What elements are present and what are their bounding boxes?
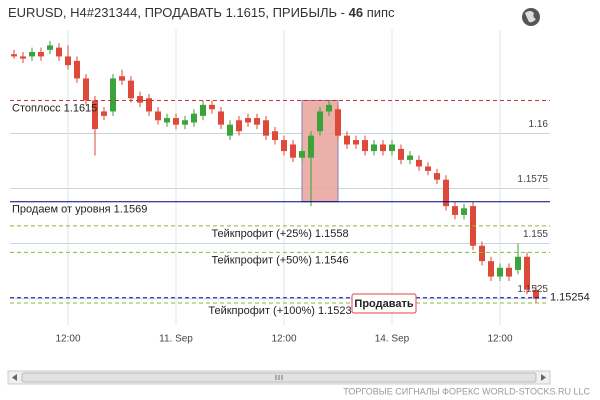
candle-body [119, 76, 125, 81]
candle-body [263, 120, 269, 136]
globe-icon[interactable] [522, 8, 540, 26]
candle-body [11, 54, 17, 57]
candle-body [308, 135, 314, 158]
candle-body [506, 267, 512, 277]
candle-body [191, 113, 197, 123]
candle-body [299, 151, 305, 158]
candle-body [101, 111, 107, 116]
candle-body [407, 155, 413, 160]
scrollbar[interactable] [7, 370, 551, 385]
candle-body [92, 100, 98, 130]
candle-body [371, 144, 377, 152]
candle-body [398, 148, 404, 160]
sell-button[interactable]: Продавать [351, 293, 417, 314]
candle-body [29, 52, 35, 57]
candle-body [254, 118, 260, 125]
title-text: EURUSD, H4#231344, ПРОДАВАТЬ 1.1615, ПРИ… [8, 5, 345, 20]
candle-body [344, 135, 350, 145]
candle-body [137, 96, 143, 103]
candle-body [290, 144, 296, 158]
y-tick-label: 1.1525 [517, 284, 548, 295]
candle-body [461, 208, 467, 215]
candle-body [389, 144, 395, 152]
x-tick-label: 14. Sep [375, 334, 410, 345]
x-tick-label: 12:00 [271, 334, 296, 345]
candle-body [317, 111, 323, 132]
candle-body [488, 261, 494, 277]
candle-body [281, 140, 287, 152]
candle-body [227, 124, 233, 136]
level-label: Тейкпрофит (+100%) 1.1523 [208, 305, 351, 317]
candle-body [353, 140, 359, 145]
candle-body [74, 60, 80, 79]
candle-body [236, 120, 242, 132]
current-price-label: 1.15254 [550, 292, 590, 304]
candle-body [533, 289, 539, 299]
price-tag-bg [548, 290, 596, 305]
chart-title: EURUSD, H4#231344, ПРОДАВАТЬ 1.1615, ПРИ… [8, 5, 395, 20]
x-tick-label: 12:00 [55, 334, 80, 345]
candle-body [155, 111, 161, 121]
candle-body [380, 144, 386, 152]
candle-body [146, 98, 152, 112]
candle-body [110, 78, 116, 112]
y-tick-label: 1.155 [523, 229, 548, 240]
candle-body [164, 118, 170, 123]
profit: 46 [349, 5, 363, 20]
candle-body [245, 118, 251, 123]
level-label: Продаем от уровня 1.1569 [12, 204, 147, 216]
candle-body [65, 56, 71, 66]
candle-body [443, 179, 449, 207]
candle-body [272, 131, 278, 141]
candle-body [209, 104, 215, 110]
candle-body [515, 256, 521, 270]
candle-body [497, 267, 503, 277]
candle-body [416, 159, 422, 167]
candle-body [173, 118, 179, 125]
sell-button-label: Продавать [354, 298, 413, 310]
footer: ТОРГОВЫЕ СИГНАЛЫ ФОРЕКС WORLD-STOCKS.RU … [343, 386, 590, 396]
x-tick-label: 11. Sep [159, 334, 193, 345]
candle-body [38, 52, 44, 57]
candle-body [434, 173, 440, 180]
candle-body [362, 140, 368, 152]
level-label: Тейкпрофит (+25%) 1.1558 [211, 228, 348, 240]
level-label: Стоплосс 1.1615 [12, 102, 97, 114]
candle-body [20, 56, 26, 59]
candle-body [128, 80, 134, 99]
candle-body [479, 245, 485, 262]
level-label: Тейкпрофит (+50%) 1.1546 [211, 254, 348, 266]
y-tick-label: 1.16 [529, 119, 549, 130]
candle-body [425, 166, 431, 171]
candle-body [335, 109, 341, 136]
candle-body [200, 104, 206, 116]
candle-body [182, 120, 188, 125]
candle-body [452, 206, 458, 215]
candle-body [326, 104, 332, 112]
y-tick-label: 1.1575 [517, 174, 548, 185]
sell-button-box [351, 293, 417, 314]
x-tick-label: 12:00 [487, 334, 512, 345]
candle-body [47, 45, 53, 50]
candle-body [56, 47, 62, 57]
candle-body [524, 256, 530, 290]
candle-body [218, 111, 224, 125]
profit-unit: пипс [367, 5, 395, 20]
candle-body [83, 78, 89, 101]
